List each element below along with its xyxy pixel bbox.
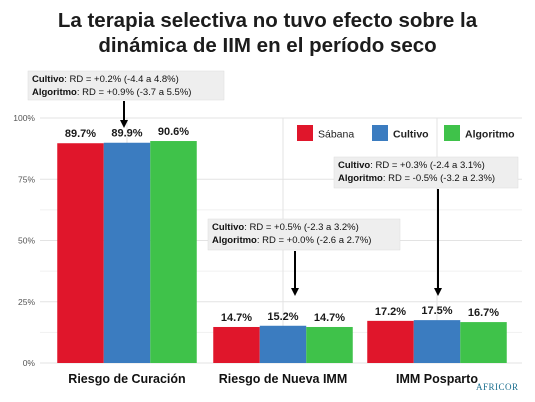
x-category-label: IMM Posparto	[396, 372, 478, 386]
bar-value-label: 90.6%	[158, 126, 189, 138]
legend-label: Algoritmo	[465, 129, 515, 141]
annotation-box	[333, 156, 519, 189]
annotation-series-name: Algoritmo	[212, 235, 257, 246]
annotation-arrow-head	[291, 288, 299, 296]
bar-value-label: 89.9%	[111, 128, 142, 140]
annotation-series-name: Algoritmo	[32, 87, 77, 98]
annotation-series-name: Cultivo	[32, 74, 64, 85]
annotation-rd-value: : RD = +0.2% (-4.4 a 4.8%)	[64, 74, 179, 85]
title-line-1: La terapia selectiva no tuvo efecto sobr…	[57, 9, 478, 32]
annotation-series-name: Algoritmo	[338, 173, 383, 184]
legend-swatch	[372, 125, 388, 141]
annotation-text: Algoritmo: RD = +0.0% (-2.6 a 2.7%)	[212, 235, 371, 246]
x-category-label: Riesgo de Curación	[68, 372, 185, 386]
annotation-rd-value: : RD = -0.5% (-3.2 a 2.3%)	[383, 173, 495, 184]
bar	[213, 326, 260, 363]
bar-value-label: 89.7%	[65, 128, 96, 140]
bar	[367, 320, 414, 363]
annotation-arrow-head	[120, 120, 128, 128]
title-line-2: dinámica de IIM en el período seco	[98, 34, 437, 57]
bar	[413, 320, 461, 363]
bar	[103, 142, 151, 363]
annotation-arrow-head	[434, 288, 442, 296]
y-tick-label: 25%	[18, 297, 35, 307]
bar-value-label: 14.7%	[314, 312, 345, 324]
annotation-rd-value: : RD = +0.9% (-3.7 a 5.5%)	[77, 87, 192, 98]
annotation-text: Algoritmo: RD = +0.9% (-3.7 a 5.5%)	[32, 87, 191, 98]
bar	[150, 141, 197, 363]
bar	[460, 322, 507, 363]
x-category-label: Riesgo de Nueva IMM	[219, 372, 348, 386]
legend-label: Cultivo	[393, 129, 429, 141]
bar-value-label: 17.5%	[421, 305, 452, 317]
watermark-logo: AFRICOR	[476, 382, 519, 392]
bar-value-label: 14.7%	[221, 312, 252, 324]
bar-value-label: 15.2%	[267, 311, 298, 323]
legend-label: Sábana	[318, 129, 354, 141]
annotation-text: Cultivo: RD = +0.5% (-2.3 a 3.2%)	[212, 222, 359, 233]
annotation-box	[207, 218, 401, 251]
annotation-rd-value: : RD = +0.3% (-2.4 a 3.1%)	[370, 160, 485, 171]
y-tick-label: 100%	[13, 113, 35, 123]
y-tick-label: 50%	[18, 236, 35, 246]
legend-swatch	[444, 125, 460, 141]
annotation-box	[27, 70, 225, 101]
bar-value-label: 16.7%	[468, 307, 499, 319]
annotation-series-name: Cultivo	[212, 222, 244, 233]
annotation-text: Algoritmo: RD = -0.5% (-3.2 a 2.3%)	[338, 173, 495, 184]
annotation-rd-value: : RD = +0.5% (-2.3 a 3.2%)	[244, 222, 359, 233]
y-tick-label: 75%	[18, 174, 35, 184]
legend-swatch	[297, 125, 313, 141]
bar	[306, 326, 353, 363]
bar	[259, 325, 307, 363]
annotation-text: Cultivo: RD = +0.2% (-4.4 a 4.8%)	[32, 74, 179, 85]
bar-value-label: 17.2%	[375, 306, 406, 318]
bar	[57, 143, 104, 363]
annotation-rd-value: : RD = +0.0% (-2.6 a 2.7%)	[257, 235, 372, 246]
annotation-series-name: Cultivo	[338, 160, 370, 171]
y-tick-label: 0%	[23, 358, 36, 368]
annotation-text: Cultivo: RD = +0.3% (-2.4 a 3.1%)	[338, 160, 485, 171]
chart-title: La terapia selectiva no tuvo efecto sobr…	[0, 8, 535, 58]
